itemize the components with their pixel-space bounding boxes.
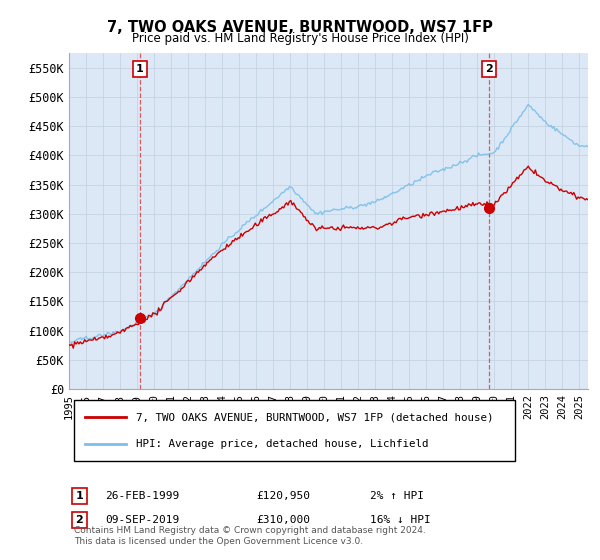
Text: 2: 2 (485, 64, 493, 74)
Text: 7, TWO OAKS AVENUE, BURNTWOOD, WS7 1FP (detached house): 7, TWO OAKS AVENUE, BURNTWOOD, WS7 1FP (… (136, 412, 494, 422)
Text: Contains HM Land Registry data © Crown copyright and database right 2024.
This d: Contains HM Land Registry data © Crown c… (74, 526, 426, 545)
Text: 09-SEP-2019: 09-SEP-2019 (106, 515, 179, 525)
Text: £310,000: £310,000 (256, 515, 310, 525)
Text: 2% ↑ HPI: 2% ↑ HPI (370, 491, 424, 501)
Text: 16% ↓ HPI: 16% ↓ HPI (370, 515, 431, 525)
Text: 7, TWO OAKS AVENUE, BURNTWOOD, WS7 1FP: 7, TWO OAKS AVENUE, BURNTWOOD, WS7 1FP (107, 20, 493, 35)
FancyBboxPatch shape (74, 400, 515, 461)
Text: £120,950: £120,950 (256, 491, 310, 501)
Text: 1: 1 (76, 491, 83, 501)
Text: 26-FEB-1999: 26-FEB-1999 (106, 491, 179, 501)
Text: 1: 1 (136, 64, 143, 74)
Text: 2: 2 (76, 515, 83, 525)
Text: Price paid vs. HM Land Registry's House Price Index (HPI): Price paid vs. HM Land Registry's House … (131, 32, 469, 45)
Text: HPI: Average price, detached house, Lichfield: HPI: Average price, detached house, Lich… (136, 439, 429, 449)
